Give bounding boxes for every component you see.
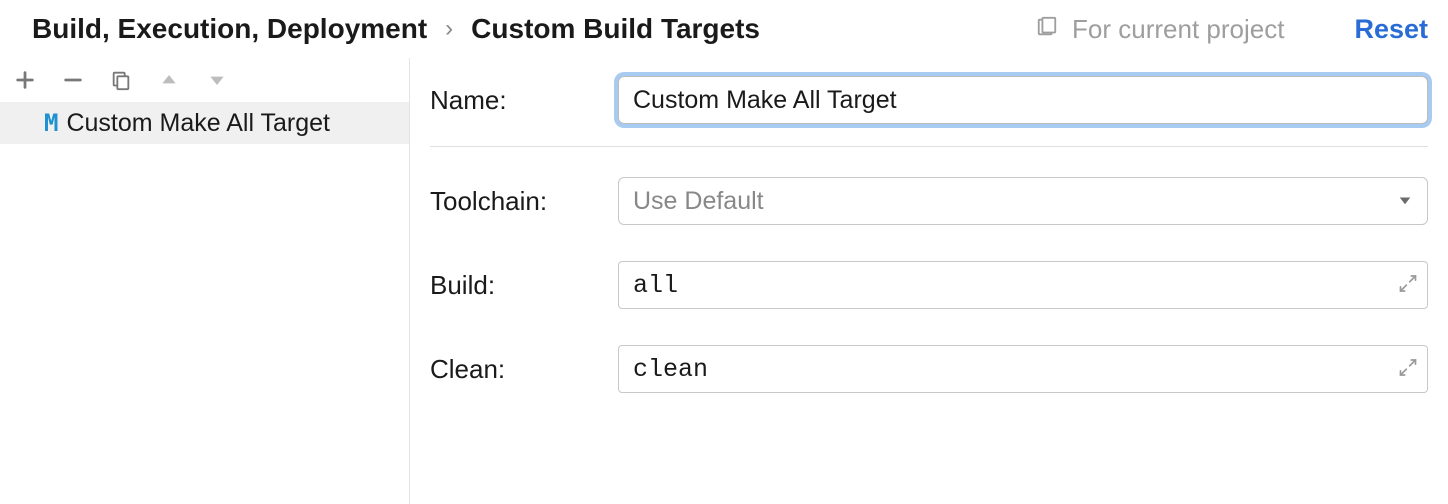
- settings-header: Build, Execution, Deployment › Custom Bu…: [0, 0, 1448, 58]
- project-scope-icon: [1036, 14, 1058, 45]
- add-target-button[interactable]: [10, 65, 40, 95]
- toolchain-select-wrap: Use Default: [618, 177, 1428, 225]
- build-field-wrap: [618, 261, 1428, 309]
- toolchain-row: Toolchain: Use Default: [430, 177, 1428, 225]
- header-right: For current project Reset: [1036, 14, 1428, 45]
- reset-button[interactable]: Reset: [1354, 14, 1428, 45]
- build-label: Build:: [430, 270, 618, 301]
- toolchain-value: Use Default: [633, 187, 764, 216]
- remove-target-button[interactable]: [58, 65, 88, 95]
- clean-input[interactable]: [618, 345, 1428, 393]
- move-up-button[interactable]: [154, 65, 184, 95]
- toolchain-select[interactable]: Use Default: [618, 177, 1428, 225]
- build-input[interactable]: [618, 261, 1428, 309]
- breadcrumb-current: Custom Build Targets: [471, 13, 760, 45]
- project-scope-label: For current project: [1072, 14, 1284, 45]
- breadcrumb-parent[interactable]: Build, Execution, Deployment: [32, 13, 427, 45]
- move-down-button[interactable]: [202, 65, 232, 95]
- build-row: Build:: [430, 261, 1428, 309]
- make-target-icon: M: [44, 109, 58, 137]
- form-divider: [430, 146, 1428, 147]
- breadcrumb-separator: ›: [441, 15, 457, 43]
- expand-icon[interactable]: [1398, 270, 1418, 301]
- expand-icon[interactable]: [1398, 354, 1418, 385]
- target-list-item[interactable]: M Custom Make All Target: [0, 102, 409, 144]
- targets-list: M Custom Make All Target: [0, 102, 409, 504]
- name-input[interactable]: [618, 76, 1428, 124]
- name-label: Name:: [430, 85, 618, 116]
- clean-row: Clean:: [430, 345, 1428, 393]
- copy-target-button[interactable]: [106, 65, 136, 95]
- name-row: Name:: [430, 76, 1428, 124]
- target-item-label: Custom Make All Target: [66, 109, 330, 138]
- target-details-panel: Name: Toolchain: Use Default Build:: [410, 58, 1448, 504]
- clean-field-wrap: [618, 345, 1428, 393]
- targets-toolbar: [0, 58, 409, 102]
- targets-panel: M Custom Make All Target: [0, 58, 410, 504]
- toolchain-label: Toolchain:: [430, 186, 618, 217]
- clean-label: Clean:: [430, 354, 618, 385]
- settings-body: M Custom Make All Target Name: Toolchain…: [0, 58, 1448, 504]
